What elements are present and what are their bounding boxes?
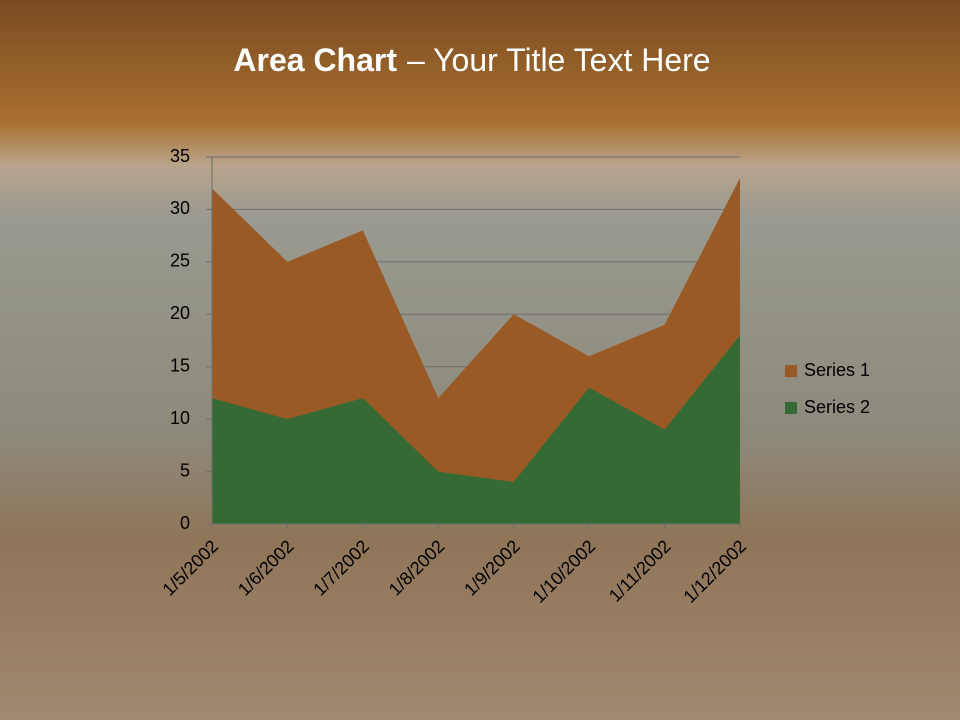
y-tick-label: 0 — [180, 513, 190, 533]
y-tick-label: 35 — [170, 146, 190, 166]
slide-title: Area Chart – Your Title Text Here — [233, 42, 710, 78]
y-tick-label: 15 — [170, 355, 190, 375]
title-rest: – Your Title Text Here — [407, 42, 711, 78]
y-tick-label: 10 — [170, 408, 190, 428]
y-tick-label: 30 — [170, 198, 190, 218]
legend-swatch — [785, 402, 797, 414]
legend-label: Series 2 — [804, 397, 870, 417]
legend-label: Series 1 — [804, 360, 870, 380]
title-bold: Area Chart — [233, 42, 397, 78]
area — [212, 335, 740, 524]
y-tick-label: 20 — [170, 303, 190, 323]
legend-swatch — [785, 365, 797, 377]
y-tick-label: 5 — [180, 460, 190, 480]
y-tick-label: 25 — [170, 251, 190, 271]
